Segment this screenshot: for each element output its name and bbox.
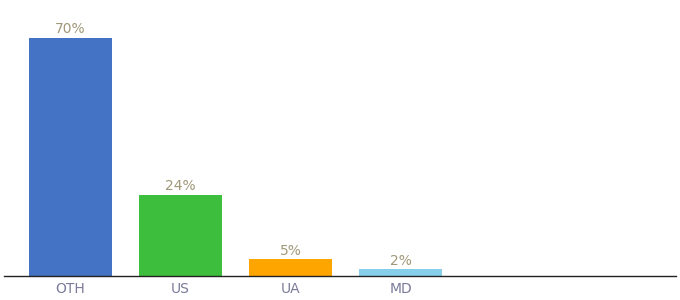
Bar xyxy=(249,259,332,276)
Bar xyxy=(359,269,442,276)
Bar xyxy=(29,38,112,276)
Text: 24%: 24% xyxy=(165,179,196,193)
Text: 2%: 2% xyxy=(390,254,411,268)
Text: 5%: 5% xyxy=(279,244,301,258)
Text: 70%: 70% xyxy=(55,22,86,37)
Bar xyxy=(139,195,222,276)
